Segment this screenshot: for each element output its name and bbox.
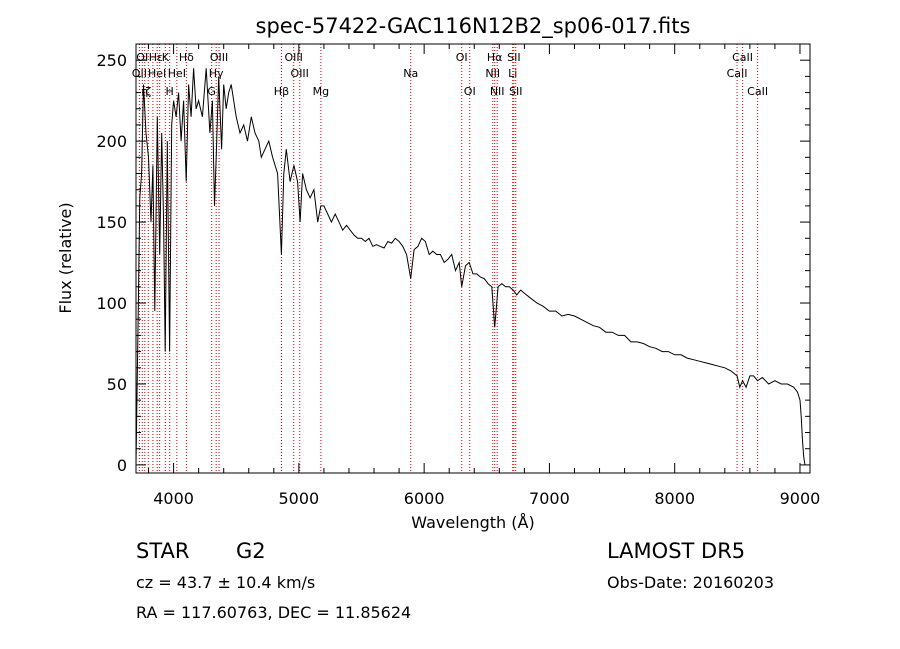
line-marker-label: G (207, 85, 216, 98)
line-marker-label: η (141, 85, 148, 98)
x-tick-label: 4000 (153, 489, 194, 508)
plot-frame (135, 43, 811, 474)
line-marker-label: OI (136, 51, 148, 64)
x-tick-label: 5000 (279, 489, 320, 508)
line-marker-label: OI (456, 51, 468, 64)
line-marker-label: H (149, 51, 157, 64)
redshift-velocity: cz = 43.7 ± 10.4 km/s (136, 573, 316, 592)
line-marker-label: Mg (313, 85, 329, 98)
line-marker-label: SII (509, 85, 522, 98)
line-marker-label: NII (490, 85, 505, 98)
x-axis: 4000 5000 6000 7000 8000 9000 (148, 44, 821, 508)
line-marker-label: CaII (732, 51, 753, 64)
chart-title: spec-57422-GAC116N12B2_sp06-017.fits (256, 14, 691, 39)
y-tick-label: 100 (96, 294, 127, 313)
coordinates: RA = 117.60763, DEC = 11.85624 (136, 603, 412, 622)
line-marker-label: K (162, 51, 170, 64)
x-tick-label: 8000 (654, 489, 695, 508)
line-marker-label: OI (464, 85, 476, 98)
spectrum-line (135, 68, 806, 465)
line-marker-label: SII (507, 51, 520, 64)
spectral-subclass: G2 (236, 539, 266, 563)
line-marker-label: Hδ (179, 51, 194, 64)
line-marker-label: ε (157, 51, 163, 64)
observation-date: Obs-Date: 20160203 (607, 573, 775, 592)
x-axis-label: Wavelength (Å) (411, 513, 534, 532)
line-marker-label: Hγ (209, 67, 224, 80)
line-marker-label: OIII (285, 51, 303, 64)
line-marker-label: H (166, 85, 174, 98)
y-axis: 0 50 100 150 200 250 (96, 51, 810, 475)
x-tick-label: 9000 (780, 489, 821, 508)
line-marker-label: CaII (727, 67, 748, 80)
y-tick-label: 0 (117, 456, 127, 475)
y-tick-label: 50 (107, 375, 127, 394)
line-marker-label: CaII (747, 85, 768, 98)
line-marker-label: Hβ (274, 85, 289, 98)
survey-name: LAMOST DR5 (607, 539, 746, 563)
y-axis-label: Flux (relative) (56, 202, 75, 313)
line-marker-label: OIII (291, 67, 309, 80)
x-tick-label: 7000 (529, 489, 570, 508)
y-tick-label: 150 (96, 213, 127, 232)
line-marker-label: ζ (145, 85, 151, 98)
object-type: STAR (136, 539, 190, 563)
line-marker-label: HeI (168, 67, 186, 80)
line-marker-label: HeI (148, 67, 166, 80)
y-tick-label: 250 (96, 51, 127, 70)
line-marker-label: Hα (487, 51, 503, 64)
line-marker-label: Li (508, 67, 517, 80)
y-tick-label: 200 (96, 132, 127, 151)
x-tick-label: 6000 (404, 489, 445, 508)
line-marker-label: OIII (210, 51, 228, 64)
line-marker-label: Na (403, 67, 418, 80)
line-marker-label: NII (485, 67, 500, 80)
